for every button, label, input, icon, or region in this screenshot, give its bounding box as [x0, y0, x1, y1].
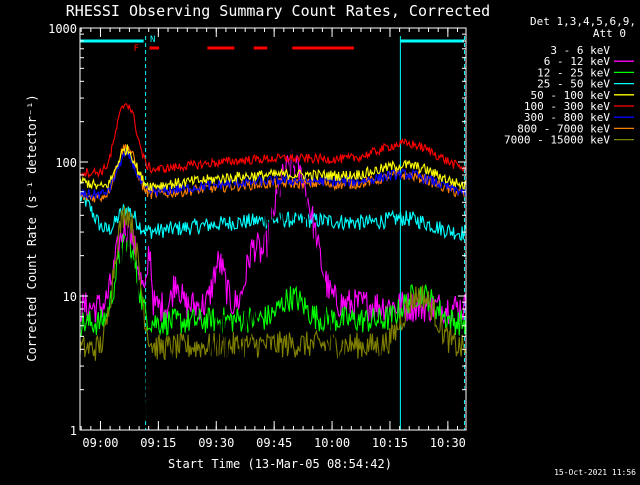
- plot-frame: [79, 27, 467, 431]
- x-tick-label: 10:00: [314, 436, 350, 450]
- legend-header-line-1: Det 1,3,4,5,6,9,: [530, 15, 636, 28]
- legend-header-line-2: Att 0: [593, 27, 626, 40]
- x-tick-label: 10:15: [372, 436, 408, 450]
- saa-label: N: [150, 35, 155, 45]
- legend-label: 50 - 100 keV: [531, 89, 611, 102]
- flare-label: F: [134, 44, 139, 54]
- legend-label: 800 - 7000 keV: [517, 122, 610, 135]
- legend-label: 25 - 50 keV: [537, 78, 610, 91]
- legend-label: 3 - 6 keV: [550, 44, 610, 57]
- series-line-2-0: [79, 233, 467, 338]
- x-tick-label: 10:30: [430, 436, 466, 450]
- legend-label: 7000 - 15000 keV: [504, 134, 610, 147]
- series-line-3-0: [79, 190, 467, 242]
- legend-label: 6 - 12 keV: [544, 55, 611, 68]
- x-axis-label: Start Time (13-Mar-05 08:54:42): [168, 457, 392, 471]
- axes: 1 10 100 1000 09:00 09:15 09:30 09:45 10:00 10:15…: [48, 22, 467, 450]
- plot-area: [79, 36, 467, 432]
- legend-label: 12 - 25 keV: [537, 66, 610, 79]
- x-tick-label: 09:00: [82, 436, 118, 450]
- y-tick-label: 1: [70, 424, 77, 438]
- y-tick-label: 1000: [48, 22, 77, 36]
- x-tick-label: 09:45: [256, 436, 292, 450]
- x-tick-label: 09:15: [140, 436, 176, 450]
- series-line-8-0: [79, 206, 467, 361]
- y-axis-label: Corrected Count Rate (s⁻¹ detector⁻¹): [25, 94, 39, 361]
- series-line-1-0: [79, 150, 467, 325]
- series-line-0-1: [416, 351, 467, 431]
- legend-label: 100 - 300 keV: [524, 100, 610, 113]
- series-line-5-0: [79, 102, 467, 179]
- y-tick-label: 100: [55, 156, 77, 170]
- legend-label: 300 - 800 keV: [524, 111, 610, 124]
- y-tick-label: 10: [63, 290, 77, 304]
- series-line-0-0: [88, 149, 397, 432]
- series-line-4-0: [79, 144, 467, 191]
- chart-title: RHESSI Observing Summary Count Rates, Co…: [66, 2, 490, 20]
- timestamp: 15-Oct-2021 11:56: [554, 468, 636, 477]
- x-tick-label: 09:30: [198, 436, 234, 450]
